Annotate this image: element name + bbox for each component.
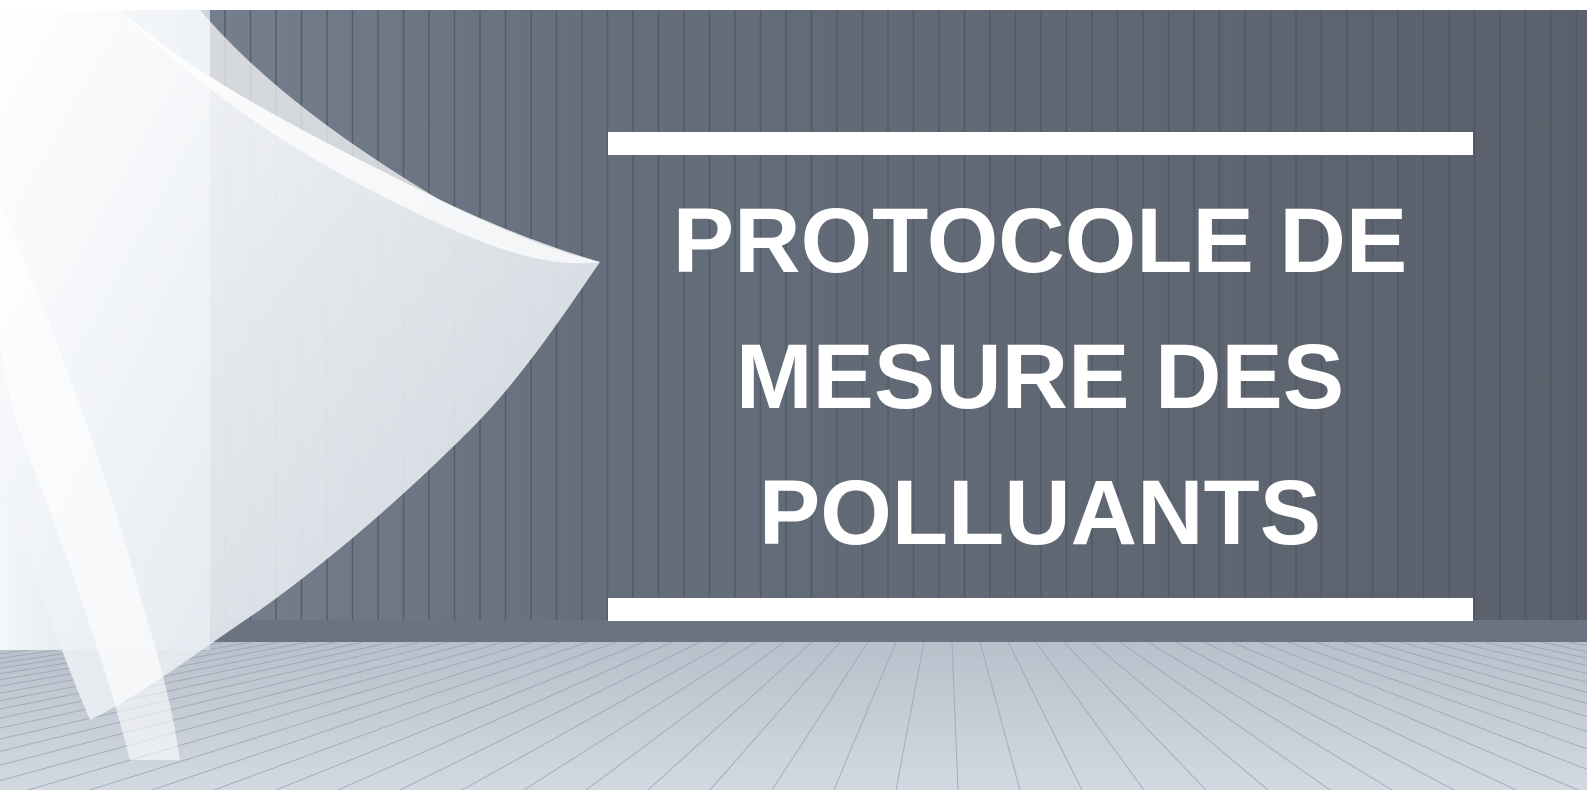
title-line: MESURE DES [736, 326, 1344, 428]
title-line: PROTOCOLE DE [673, 190, 1407, 292]
banner: PROTOCOLE DE MESURE DES POLLUANTS [0, 0, 1587, 790]
page: PROTOCOLE DE MESURE DES POLLUANTS (() =>… [0, 0, 1587, 790]
rule-top [608, 132, 1473, 155]
title-line: POLLUANTS [759, 462, 1321, 564]
rule-bottom [608, 598, 1473, 621]
